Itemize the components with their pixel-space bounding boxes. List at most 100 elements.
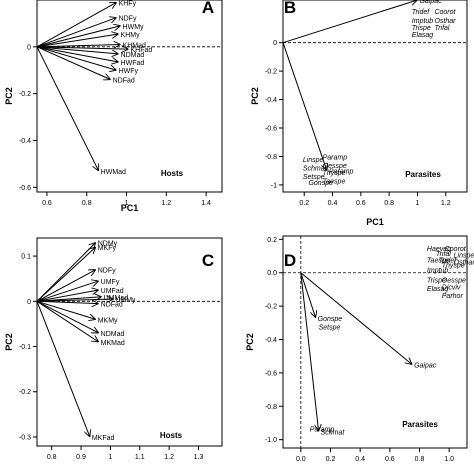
panel-d-vector-label: Gaipac [414,363,437,370]
panel-d-point-label: Oesspe [442,278,466,285]
panel-b-point-label: Taespe [323,178,346,185]
panel-c-group-label: Hosts [160,431,183,440]
panel-d-point-label: Trifal [436,251,451,258]
panel-d-point-label: Coorot [445,246,467,253]
panel-a-ytick-label: 0 [27,44,31,51]
panel-b-xtick-label: 1 [416,200,420,207]
panel-a-xtick-label: 1.4 [201,200,211,207]
panel-a-xtick-label: 1.2 [161,200,171,207]
panel-b-point-label: Gonspe [308,180,333,187]
panel-d-letter: D [284,251,296,270]
panel-b-x-axis-label: PC1 [366,217,384,227]
panel-d-point-label: Paramp [310,426,335,433]
panel-d-point-label: Thyspe [442,263,465,270]
panel-a-vector-label: HWMad [101,169,126,176]
panel-c-vector-label: NDFad [101,302,123,309]
panel-b-ytick-label: -1 [271,182,277,189]
panel-b-point-label: Osthar [434,18,456,25]
panel-b-point-label: Setspe [303,174,325,181]
panel-a-vector-label: NDMad [121,52,145,59]
panel-a-vector-label: HWFy [119,68,139,75]
panel-d-vector-gaipac [300,272,412,365]
panel-a-xtick-label: 0.6 [42,200,52,207]
panel-c-vector-umfad [36,290,99,302]
panel-d-ytick-label: -0.2 [265,304,277,311]
panel-c-vector-mkfad [36,301,90,437]
panel-d-ytick-label: -1.0 [265,437,277,444]
panel-d-vector-label: Schmat [321,429,346,436]
panel-d-point-label: Trispe [427,278,446,285]
panel-b-point-label: Trispe [412,25,431,32]
panel-c-ytick-label: 0 [27,299,31,306]
panel-b-point-label: Tridef [412,9,430,16]
panel-a-vector-label: KHFy [119,0,137,7]
panel-b-ytick-label: -0.8 [265,154,277,161]
panel-c-vector-label: MKFy [98,245,117,252]
panel-b-xtick-label: 1.2 [441,200,451,207]
panel-d-vector-gonspe [300,272,316,318]
panel-b-ytick-label: -0.4 [265,97,277,104]
panel-c-vector-ndfad [36,301,99,303]
panel-c-vector-label: NDFy [98,268,116,275]
panel-a-vector-label: HWFad [121,60,145,67]
panel-a-vector-ndmad [36,46,119,54]
panel-b-vector-label: Paramp [329,169,354,176]
panel-d-xtick-label: 0.2 [326,456,336,463]
panel-d-point-label: Parhor [442,293,464,300]
panel-a-vector-label: KHMad [123,42,146,49]
panel-a-vector-label: HWMy [123,24,144,31]
panel-b-point-label: Trifal [434,25,449,32]
panel-b-vector-label: Gaipac [419,0,442,5]
panel-b-point-label: Elasag [412,32,434,39]
panel-d: 0.2 0.0 -0.2 -0.4 -0.6 -0.8 -1.0 0.0 0.2 0.4 0.6 0.… [245,235,474,463]
panel-d-point-label: Osthar [454,259,474,266]
panel-c-vector-label: MKMad [101,340,125,347]
panel-a: 0-0.2-0.4-0.60.6 0.8 1 1.2 1.4KHFyNDFyHWMyKH… [4,0,223,213]
panel-b-y-axis-label: PC2 [250,87,260,105]
panel-c-vector-umfy [36,281,99,302]
panel-b-point-label: Oesspe [323,163,347,170]
panel-c-xtick-label: 0.9 [76,454,86,461]
panel-a-group-label: Hosts [161,169,184,178]
panel-c-xtick-label: 1.3 [194,454,204,461]
panel-d-point-label: Taespe [427,258,450,265]
panel-a-vector-hwmy [36,26,121,48]
panel-d-ytick-label: 0.0 [267,270,277,277]
panel-d-group-label: Parasites [402,420,438,429]
panel-c-vector-label: UMFy [101,279,120,286]
panel-a-xtick-label: 1 [125,200,129,207]
panel-a-vector-hwfad [36,46,119,62]
panel-b-vector-gaipac [282,0,417,44]
panel-b-point-label: Coorot [434,9,456,16]
panel-a-vector-label: KHMy [121,32,141,39]
panel-d-y-axis-label: PC2 [245,333,255,351]
panel-c-ytick-label: -0.3 [19,434,31,441]
panel-d-ytick-label: -0.6 [265,370,277,377]
panel-a-vector-ndfy [36,18,117,48]
panel-a-vector-khfy [36,2,117,48]
panel-c-vector-label: UMMad [104,295,129,302]
panel-c-letter: C [202,251,214,270]
panel-c-vector-label: MKFad [92,435,115,442]
panel-b-ytick-label: 0 [273,40,277,47]
panel-d-xtick-label: 0.4 [355,456,365,463]
panel-b-vector-paramp [282,42,327,171]
panel-a-xtick-label: 0.8 [82,200,92,207]
panel-b: 0 -0.2 -0.4 -0.6 -0.8 -1 0.2 0.4 0.6 0.8 1 1.2 Gaipa… [250,0,468,227]
panel-c-ytick-label: -0.2 [19,389,31,396]
panel-b-frame [282,0,468,193]
panel-c-vector-label: UMMy [115,297,136,304]
panel-d-point-label: Elasag [427,286,449,293]
panel-c-vector-label: MKMy [98,317,118,324]
panel-c-ytick-label: 0.1 [21,254,31,261]
panel-a-vector-label: NDFy [119,16,137,23]
panel-b-point-label: Linspe [303,157,324,164]
panel-d-point-label: Tridef [439,258,457,265]
panel-b-xtick-label: 0.4 [328,200,338,207]
panel-c-xtick-label: 0.8 [47,454,57,461]
panel-d-vector-schmat [300,272,319,432]
panel-d-point-label: Linspe [454,253,474,260]
panel-a-vector-ndfad [36,46,111,80]
panel-c: 0.1 0 -0.1 -0.2 -0.3 0.8 0.9 1 1.1 1.2 1.3 NDMyMKFy… [4,237,223,461]
